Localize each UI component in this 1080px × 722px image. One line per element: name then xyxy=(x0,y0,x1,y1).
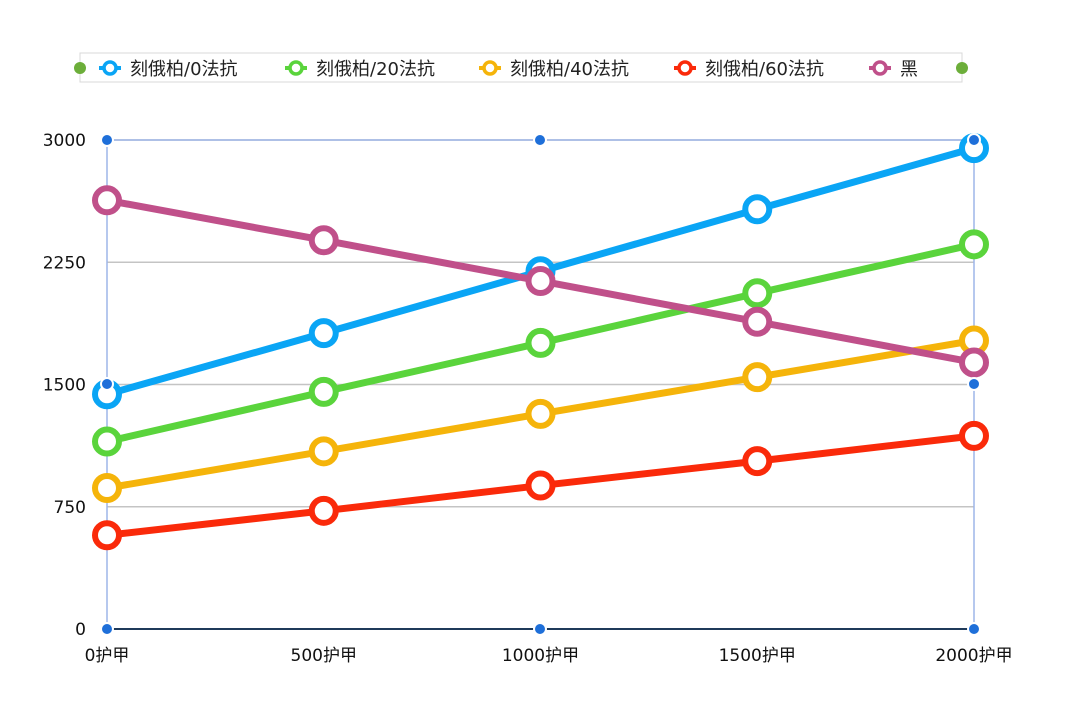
legend-marker xyxy=(677,60,693,76)
legend-label: 刻俄柏/20法抗 xyxy=(316,59,435,80)
data-point xyxy=(742,194,773,225)
data-point xyxy=(308,376,339,407)
legend-handle-left[interactable] xyxy=(74,62,86,74)
data-point xyxy=(92,426,122,457)
x-tick-label: 1000护甲 xyxy=(502,646,579,666)
legend-marker xyxy=(102,60,118,76)
data-point xyxy=(92,473,122,504)
x-axis-ticks: 0护甲 500护甲 1000护甲 1500护甲 2000护甲 xyxy=(85,646,1013,666)
y-tick-label: 1500 xyxy=(43,376,86,396)
data-point xyxy=(525,327,556,358)
data-point xyxy=(308,495,339,526)
data-point xyxy=(308,225,339,256)
series-2 xyxy=(92,229,989,457)
legend-marker xyxy=(482,60,498,76)
legend-label: 刻俄柏/40法抗 xyxy=(510,59,629,80)
y-axis-ticks: 0 750 1500 2250 3000 xyxy=(43,131,86,640)
data-point xyxy=(525,470,556,501)
resize-handle[interactable] xyxy=(533,133,547,147)
legend-label: 黑 xyxy=(900,59,918,80)
x-tick-label: 1500护甲 xyxy=(719,646,796,666)
data-point xyxy=(525,398,556,429)
y-tick-label: 3000 xyxy=(43,131,86,151)
legend-marker xyxy=(288,60,304,76)
resize-handle[interactable] xyxy=(533,622,547,636)
data-point xyxy=(959,420,989,451)
legend: 刻俄柏/0法抗 刻俄柏/20法抗 刻俄柏/40法抗 刻俄柏/60法抗 黑 xyxy=(74,52,968,83)
legend-box[interactable] xyxy=(79,52,963,83)
data-point xyxy=(525,265,556,296)
data-point xyxy=(308,318,339,349)
y-tick-label: 0 xyxy=(75,620,86,640)
series-5 xyxy=(92,185,989,378)
resize-handle[interactable] xyxy=(100,133,114,147)
data-point xyxy=(92,520,122,551)
data-point xyxy=(959,229,989,260)
legend-label: 刻俄柏/0法抗 xyxy=(130,59,238,80)
resize-handle[interactable] xyxy=(967,133,981,147)
x-tick-label: 0护甲 xyxy=(85,646,130,666)
data-point xyxy=(92,185,122,216)
data-point xyxy=(742,306,773,337)
legend-handle-right[interactable] xyxy=(956,62,968,74)
y-tick-label: 2250 xyxy=(43,253,86,273)
resize-handle[interactable] xyxy=(100,622,114,636)
x-tick-label: 500护甲 xyxy=(291,646,357,666)
y-tick-label: 750 xyxy=(54,498,86,518)
data-point xyxy=(742,362,773,393)
series-4 xyxy=(92,420,989,551)
x-tick-label: 2000护甲 xyxy=(935,646,1012,666)
resize-handle[interactable] xyxy=(967,622,981,636)
resize-handle[interactable] xyxy=(100,377,114,391)
resize-handle[interactable] xyxy=(967,377,981,391)
data-point xyxy=(742,446,773,477)
legend-marker xyxy=(872,60,888,76)
data-point xyxy=(959,347,989,378)
data-point xyxy=(742,278,773,309)
series-group xyxy=(92,133,989,551)
selection-handles[interactable] xyxy=(100,133,981,636)
legend-label: 刻俄柏/60法抗 xyxy=(705,59,824,80)
series-3 xyxy=(92,325,989,504)
data-point xyxy=(308,436,339,467)
